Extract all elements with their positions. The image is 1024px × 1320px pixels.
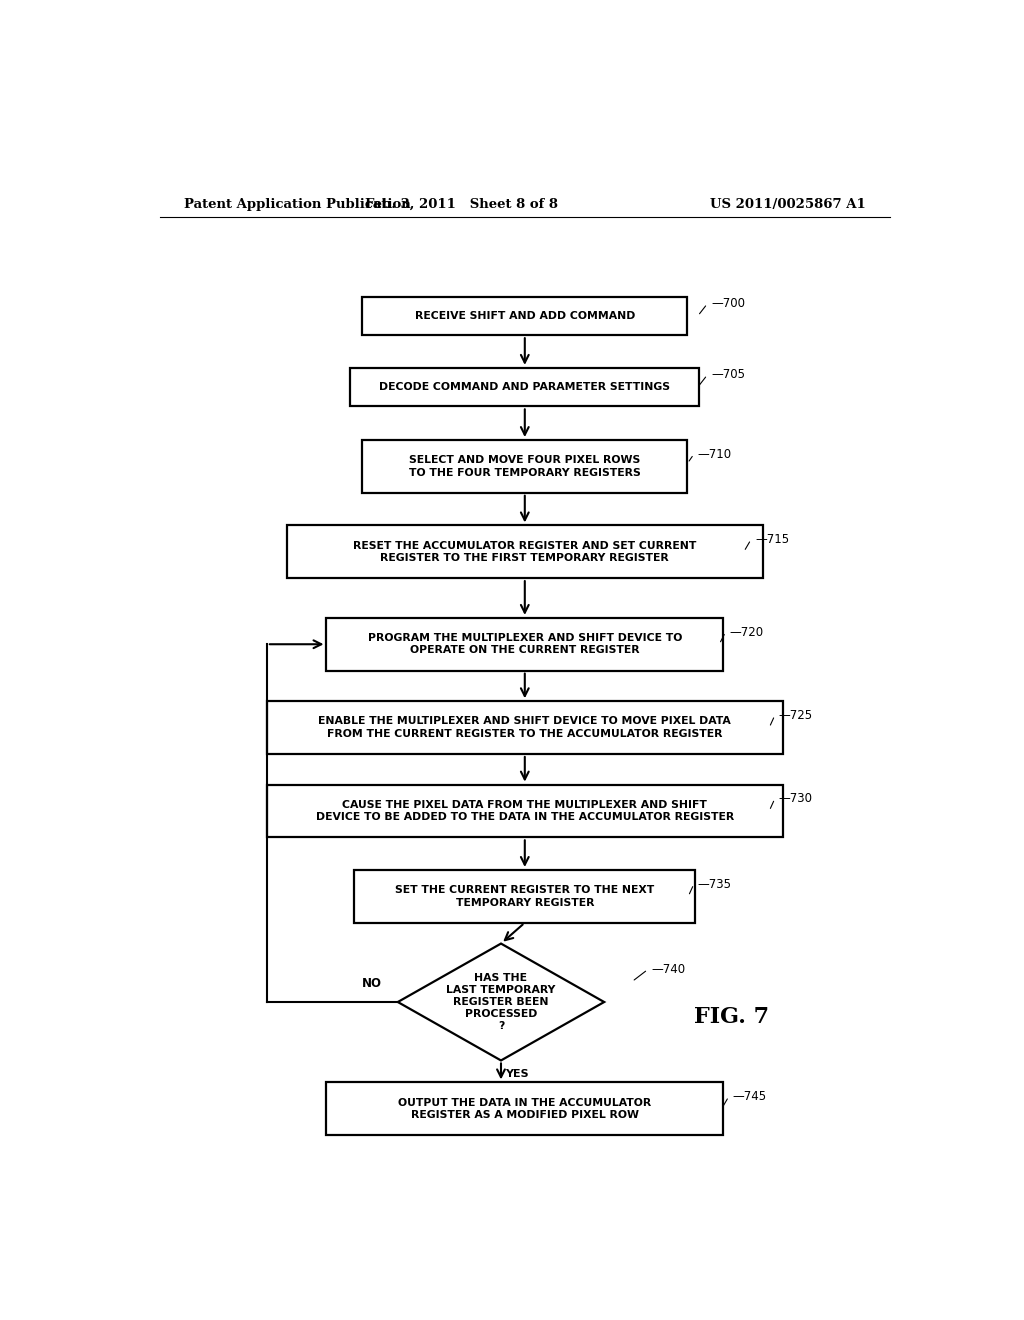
Text: —735: —735 [697, 878, 732, 891]
Text: —720: —720 [729, 626, 764, 639]
Text: —715: —715 [755, 533, 790, 546]
Polygon shape [397, 944, 604, 1060]
Bar [287, 525, 763, 578]
Text: —705: —705 [712, 368, 745, 381]
Bar [362, 297, 687, 335]
Text: Feb. 3, 2011   Sheet 8 of 8: Feb. 3, 2011 Sheet 8 of 8 [365, 198, 558, 211]
Text: —730: —730 [778, 792, 813, 805]
Text: —745: —745 [733, 1090, 767, 1104]
Bar [327, 618, 723, 671]
Text: OUTPUT THE DATA IN THE ACCUMULATOR
REGISTER AS A MODIFIED PIXEL ROW: OUTPUT THE DATA IN THE ACCUMULATOR REGIS… [398, 1097, 651, 1119]
Text: CAUSE THE PIXEL DATA FROM THE MULTIPLEXER AND SHIFT
DEVICE TO BE ADDED TO THE DA: CAUSE THE PIXEL DATA FROM THE MULTIPLEXE… [315, 800, 734, 822]
Text: —710: —710 [697, 447, 732, 461]
Text: —725: —725 [778, 709, 813, 722]
Bar [354, 870, 695, 923]
Text: RESET THE ACCUMULATOR REGISTER AND SET CURRENT
REGISTER TO THE FIRST TEMPORARY R: RESET THE ACCUMULATOR REGISTER AND SET C… [353, 541, 696, 562]
Text: RECEIVE SHIFT AND ADD COMMAND: RECEIVE SHIFT AND ADD COMMAND [415, 312, 635, 321]
Text: US 2011/0025867 A1: US 2011/0025867 A1 [711, 198, 866, 211]
Text: —700: —700 [712, 297, 745, 310]
Text: ENABLE THE MULTIPLEXER AND SHIFT DEVICE TO MOVE PIXEL DATA
FROM THE CURRENT REGI: ENABLE THE MULTIPLEXER AND SHIFT DEVICE … [318, 717, 731, 739]
Text: HAS THE
LAST TEMPORARY
REGISTER BEEN
PROCESSED
?: HAS THE LAST TEMPORARY REGISTER BEEN PRO… [446, 973, 556, 1031]
Text: PROGRAM THE MULTIPLEXER AND SHIFT DEVICE TO
OPERATE ON THE CURRENT REGISTER: PROGRAM THE MULTIPLEXER AND SHIFT DEVICE… [368, 634, 682, 656]
Bar [267, 701, 782, 754]
Bar [362, 440, 687, 492]
Text: DECODE COMMAND AND PARAMETER SETTINGS: DECODE COMMAND AND PARAMETER SETTINGS [379, 381, 671, 392]
Bar [327, 1082, 723, 1135]
Text: —740: —740 [652, 964, 686, 975]
Text: SET THE CURRENT REGISTER TO THE NEXT
TEMPORARY REGISTER: SET THE CURRENT REGISTER TO THE NEXT TEM… [395, 886, 654, 908]
Bar [267, 784, 782, 837]
Text: SELECT AND MOVE FOUR PIXEL ROWS
TO THE FOUR TEMPORARY REGISTERS: SELECT AND MOVE FOUR PIXEL ROWS TO THE F… [409, 455, 641, 478]
Text: YES: YES [505, 1069, 528, 1078]
Text: NO: NO [361, 977, 382, 990]
Text: Patent Application Publication: Patent Application Publication [183, 198, 411, 211]
Bar [350, 368, 699, 407]
Text: FIG. 7: FIG. 7 [693, 1006, 769, 1028]
